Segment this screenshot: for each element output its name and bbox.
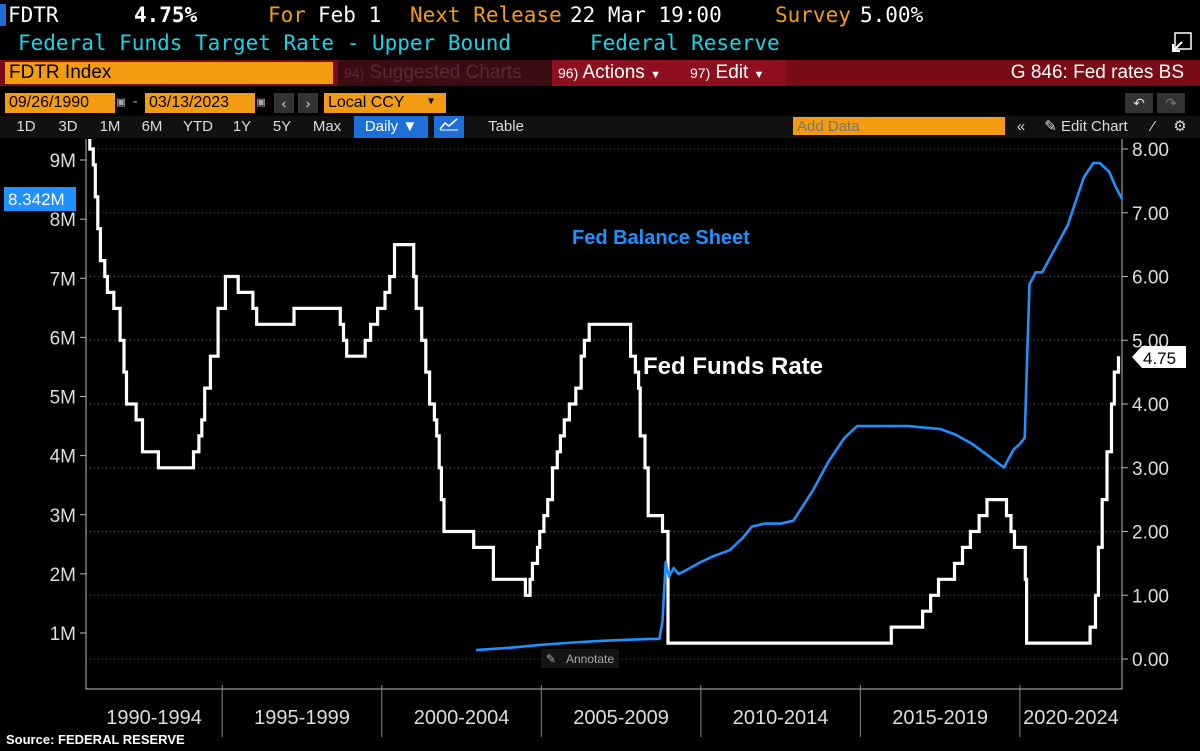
calendar-icon[interactable]: ▣ xyxy=(117,95,125,110)
right-tick-label: 2.00 xyxy=(1132,523,1169,544)
ticker: FDTR xyxy=(8,3,59,27)
tab-1m[interactable]: 1M xyxy=(99,118,121,135)
suggested-label: Suggested Charts xyxy=(369,62,522,83)
tab-ytd[interactable]: YTD xyxy=(183,118,213,135)
currency-dropdown-icon: ▼ xyxy=(428,96,435,107)
tab-1d[interactable]: 1D xyxy=(16,118,36,135)
edit-number: 97) xyxy=(690,65,711,81)
right-tick-label: 1.00 xyxy=(1132,586,1169,607)
currency-select[interactable]: Local CCY xyxy=(324,93,446,113)
popout-icon[interactable] xyxy=(1170,30,1194,54)
start-date-field[interactable]: 09/26/1990 xyxy=(5,93,115,113)
settings-gear-icon[interactable]: ⚙ xyxy=(1173,118,1187,135)
right-axis: 0.001.002.003.004.005.006.007.008.00 xyxy=(1121,139,1169,689)
series-fed-funds-rate xyxy=(88,139,1121,645)
right-tick-label: 4.00 xyxy=(1132,395,1169,416)
tab-5y[interactable]: 5Y xyxy=(272,118,292,135)
left-last-value: 8.342M xyxy=(8,190,65,209)
actions-dropdown-icon: ▼ xyxy=(650,69,661,81)
survey-label: Survey xyxy=(775,3,851,27)
edit-chart-button[interactable]: ✎ Edit Chart xyxy=(1036,116,1136,138)
right-tick-label: 8.00 xyxy=(1132,140,1169,161)
x-tick-label: 2000-2004 xyxy=(414,707,510,729)
left-last-value-tag: 8.342M xyxy=(4,187,76,211)
table-button[interactable]: Table xyxy=(488,118,524,135)
prev-period-icon[interactable]: ‹ xyxy=(274,93,294,113)
x-tick-label: 2015-2019 xyxy=(892,707,988,729)
right-tick-label: 3.00 xyxy=(1132,459,1169,480)
left-tick-label: 7M xyxy=(50,269,76,290)
data-source: Federal Reserve xyxy=(590,31,780,55)
annotation-fed-balance-sheet: Fed Balance Sheet xyxy=(572,227,750,249)
next-release-label: Next Release xyxy=(410,3,562,27)
footer-source: Source: FEDERAL RESERVE xyxy=(6,732,185,747)
actions-label: Actions xyxy=(582,62,645,83)
grid xyxy=(86,148,1122,660)
left-tick-label: 4M xyxy=(50,447,76,468)
left-axis: 1M 2M 3M 4M 5M 6M 7M 8M 9M xyxy=(50,139,87,689)
right-tick-label: 7.00 xyxy=(1132,204,1169,225)
survey-value: 5.00% xyxy=(860,3,924,27)
edit-dropdown-icon: ▼ xyxy=(753,69,765,81)
x-axis: 1990-1994 1995-1999 2000-2004 2005-2009 2010… xyxy=(86,685,1122,737)
left-tick-label: 9M xyxy=(50,151,76,172)
left-tick-label: 1M xyxy=(50,624,76,645)
left-tick-label: 3M xyxy=(50,506,76,527)
add-data-input[interactable] xyxy=(793,117,1005,135)
x-tick-label: 2010-2014 xyxy=(733,707,829,729)
last-value: 4.75% xyxy=(134,3,198,27)
next-period-icon[interactable]: › xyxy=(298,93,318,113)
right-tick-label: 0.00 xyxy=(1132,650,1169,671)
edit-label: Edit xyxy=(715,62,749,83)
next-release-value: 22 Mar 19:00 xyxy=(570,3,722,27)
edit-chart-label: Edit Chart xyxy=(1061,118,1128,135)
x-tick-label: 1995-1999 xyxy=(254,707,350,729)
right-last-value-tag: 4.75 xyxy=(1132,346,1186,368)
x-tick-label: 1990-1994 xyxy=(106,707,202,729)
date-separator: - xyxy=(131,94,140,110)
pencil-icon: ✎ xyxy=(1044,118,1057,135)
annotate-tool-icon[interactable]: ⁄ xyxy=(1151,118,1155,135)
redo-icon[interactable]: ↷ xyxy=(1157,93,1185,113)
tab-6m[interactable]: 6M xyxy=(141,118,163,135)
security-field[interactable] xyxy=(5,62,333,84)
chart-name: G 846: Fed rates BS xyxy=(1010,62,1184,83)
right-last-value: 4.75 xyxy=(1143,349,1176,368)
tab-1y[interactable]: 1Y xyxy=(232,118,252,135)
undo-icon[interactable]: ↶ xyxy=(1125,93,1153,113)
suggested-charts-button[interactable]: 94) Suggested Charts xyxy=(338,60,554,86)
annotation-fed-funds-rate: Fed Funds Rate xyxy=(643,353,823,380)
frequency-dropdown[interactable]: Daily ▼ xyxy=(354,116,428,138)
annotate-label: Annotate xyxy=(566,652,614,666)
security-field-label: FDTR Index xyxy=(9,62,112,83)
annotate-button[interactable]: ✎ Annotate xyxy=(541,649,619,668)
series xyxy=(88,139,1124,652)
ticker-marker xyxy=(0,4,6,26)
left-tick-label: 8M xyxy=(50,210,76,231)
actions-number: 96) xyxy=(558,65,579,81)
left-tick-label: 2M xyxy=(50,565,76,586)
suggested-number: 94) xyxy=(344,65,365,81)
right-tick-label: 6.00 xyxy=(1132,268,1169,289)
calendar-icon[interactable]: ▣ xyxy=(257,95,265,110)
left-tick-label: 6M xyxy=(50,328,76,349)
line-chart-icon[interactable] xyxy=(434,116,464,138)
series-fed-balance-sheet xyxy=(475,161,1124,652)
x-tick-label: 2020-2024 xyxy=(1023,707,1119,729)
x-tick-label: 2005-2009 xyxy=(573,707,669,729)
for-label: For xyxy=(268,3,306,27)
for-date: Feb 1 xyxy=(318,3,382,27)
actions-button[interactable]: 96) Actions ▼ xyxy=(552,60,686,86)
edit-button[interactable]: 97) Edit ▼ xyxy=(684,60,786,86)
end-date-field[interactable]: 03/13/2023 xyxy=(145,93,255,113)
chart-area: 1M 2M 3M 4M 5M 6M 7M 8M 9M 0.00 1.00 2.00 3.00 4.00 5… xyxy=(4,139,1186,747)
collapse-icon[interactable]: « xyxy=(1016,118,1026,135)
tab-max[interactable]: Max xyxy=(312,118,342,135)
annotate-pencil-icon: ✎ xyxy=(546,652,556,666)
left-tick-label: 5M xyxy=(50,388,76,409)
security-description: Federal Funds Target Rate - Upper Bound xyxy=(18,31,512,55)
tab-3d[interactable]: 3D xyxy=(58,118,78,135)
